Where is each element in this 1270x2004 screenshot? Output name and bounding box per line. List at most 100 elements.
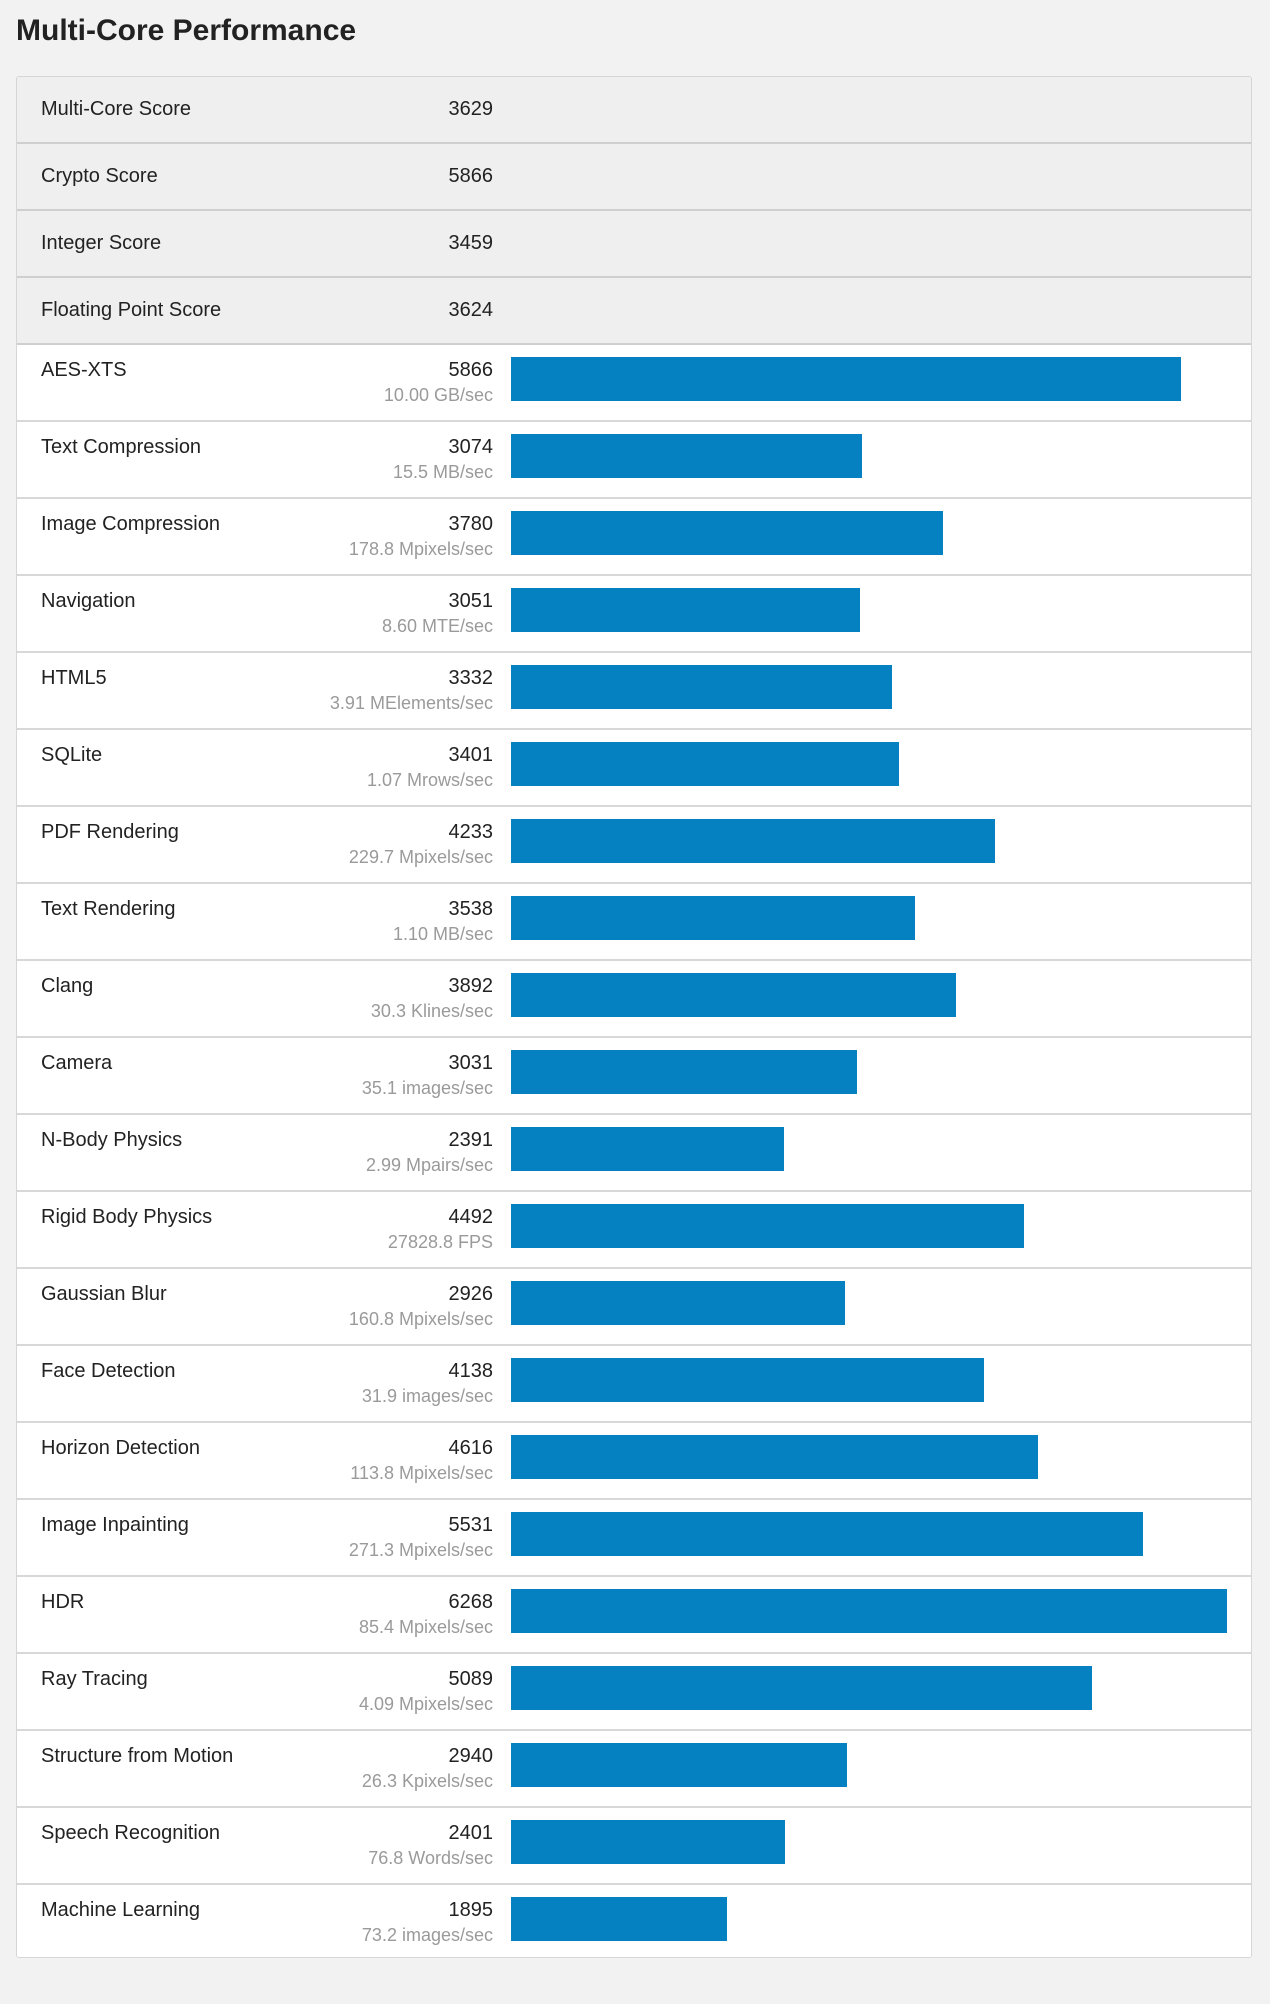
benchmark-throughput: 229.7 Mpixels/sec: [348, 847, 493, 867]
benchmark-score: 1895: [448, 1899, 494, 1921]
summary-value: 3629: [448, 98, 494, 120]
benchmark-score: 3074: [448, 436, 494, 458]
benchmark-score: 3401: [448, 744, 494, 766]
benchmark-throughput: 2.99 Mpairs/sec: [365, 1155, 493, 1175]
benchmark-row: Clang 3892 30.3 Klines/sec: [17, 961, 1251, 1038]
benchmark-row: Rigid Body Physics 4492 27828.8 FPS: [17, 1192, 1251, 1269]
page-title: Multi-Core Performance: [16, 14, 357, 47]
summary-label: Floating Point Score: [41, 299, 222, 321]
benchmark-label: Face Detection: [41, 1360, 176, 1382]
benchmark-bar: [511, 1358, 984, 1402]
summary-value: 3459: [448, 232, 494, 254]
benchmark-row: Structure from Motion 2940 26.3 Kpixels/se…: [17, 1731, 1251, 1808]
benchmark-score: 3031: [448, 1052, 494, 1074]
summary-value: 5866: [448, 165, 494, 187]
benchmark-bar: [511, 1435, 1038, 1479]
benchmark-score: 3892: [448, 975, 494, 997]
benchmark-score: 4138: [448, 1360, 494, 1382]
benchmark-label: Text Compression: [41, 436, 202, 458]
benchmark-bar: [511, 742, 899, 786]
benchmark-bar: [511, 819, 995, 863]
benchmark-label: Gaussian Blur: [41, 1283, 167, 1305]
benchmark-row: Camera 3031 35.1 images/sec: [17, 1038, 1251, 1115]
summary-row-integer: Integer Score 3459: [17, 211, 1251, 278]
benchmark-label: Machine Learning: [41, 1899, 200, 1921]
benchmark-row: AES-XTS 5866 10.00 GB/sec: [17, 345, 1251, 422]
benchmark-bar: [511, 1666, 1092, 1710]
benchmark-throughput: 26.3 Kpixels/sec: [361, 1771, 493, 1791]
benchmark-throughput: 160.8 Mpixels/sec: [348, 1309, 493, 1329]
benchmark-bar: [511, 511, 943, 555]
benchmark-label: Image Compression: [41, 513, 220, 535]
benchmark-bar: [511, 1589, 1227, 1633]
benchmark-score: 2401: [448, 1822, 494, 1844]
benchmark-score: 3538: [448, 898, 494, 920]
benchmark-row: Text Rendering 3538 1.10 MB/sec: [17, 884, 1251, 961]
benchmark-score: 2926: [448, 1283, 494, 1305]
benchmark-score: 5089: [448, 1668, 494, 1690]
summary-row-crypto: Crypto Score 5866: [17, 144, 1251, 211]
benchmark-score: 5866: [448, 359, 494, 381]
benchmark-row: Image Inpainting 5531 271.3 Mpixels/sec: [17, 1500, 1251, 1577]
benchmark-label: Image Inpainting: [41, 1514, 189, 1536]
benchmark-score: 5531: [448, 1514, 494, 1536]
benchmark-score: 4616: [448, 1437, 494, 1459]
benchmark-bar: [511, 357, 1181, 401]
benchmark-bar: [511, 896, 915, 940]
benchmark-score: 2391: [448, 1129, 494, 1151]
benchmark-label: Speech Recognition: [41, 1822, 221, 1844]
benchmark-row: Text Compression 3074 15.5 MB/sec: [17, 422, 1251, 499]
summary-label: Integer Score: [41, 232, 162, 254]
benchmark-row: HTML5 3332 3.91 MElements/sec: [17, 653, 1251, 730]
benchmark-row: Image Compression 3780 178.8 Mpixels/sec: [17, 499, 1251, 576]
benchmark-label: Horizon Detection: [41, 1437, 200, 1459]
benchmark-label: Ray Tracing: [41, 1668, 148, 1690]
benchmark-throughput: 113.8 Mpixels/sec: [350, 1463, 493, 1483]
benchmark-label: PDF Rendering: [41, 821, 179, 843]
benchmark-score: 4233: [448, 821, 494, 843]
results-panel: Multi-Core Score 3629 Crypto Score 5866 …: [16, 76, 1252, 1958]
benchmark-bar: [511, 434, 862, 478]
summary-row-multi-core: Multi-Core Score 3629: [17, 77, 1251, 144]
benchmark-score: 4492: [448, 1206, 494, 1228]
benchmark-bar: [511, 973, 956, 1017]
benchmark-score: 6268: [448, 1591, 494, 1613]
benchmark-bar: [511, 1050, 857, 1094]
benchmark-bar: [511, 588, 860, 632]
benchmark-row: Gaussian Blur 2926 160.8 Mpixels/sec: [17, 1269, 1251, 1346]
benchmark-throughput: 8.60 MTE/sec: [381, 616, 493, 636]
benchmark-row: N-Body Physics 2391 2.99 Mpairs/sec: [17, 1115, 1251, 1192]
benchmark-score: 3051: [448, 590, 494, 612]
summary-label: Crypto Score: [41, 165, 158, 187]
benchmark-throughput: 15.5 MB/sec: [392, 462, 493, 482]
benchmark-throughput: 271.3 Mpixels/sec: [348, 1540, 493, 1560]
benchmark-label: Navigation: [41, 590, 136, 612]
benchmark-label: Clang: [41, 975, 94, 997]
benchmark-label: HDR: [41, 1591, 85, 1613]
benchmark-label: AES-XTS: [41, 359, 127, 381]
summary-value: 3624: [448, 299, 494, 321]
benchmark-throughput: 4.09 Mpixels/sec: [358, 1694, 493, 1714]
summary-label: Multi-Core Score: [41, 98, 192, 120]
benchmark-row: Machine Learning 1895 73.2 images/sec: [17, 1885, 1251, 1957]
benchmark-row: Ray Tracing 5089 4.09 Mpixels/sec: [17, 1654, 1251, 1731]
benchmark-throughput: 73.2 images/sec: [361, 1925, 493, 1945]
benchmark-bar: [511, 1204, 1024, 1248]
benchmark-row: PDF Rendering 4233 229.7 Mpixels/sec: [17, 807, 1251, 884]
benchmark-throughput: 178.8 Mpixels/sec: [348, 539, 493, 559]
benchmark-row: Horizon Detection 4616 113.8 Mpixels/sec: [17, 1423, 1251, 1500]
benchmark-bar: [511, 1512, 1143, 1556]
benchmark-bar: [511, 1743, 847, 1787]
benchmark-throughput: 1.10 MB/sec: [392, 924, 493, 944]
benchmark-row: Face Detection 4138 31.9 images/sec: [17, 1346, 1251, 1423]
benchmark-label: Structure from Motion: [41, 1745, 234, 1767]
benchmark-row: Speech Recognition 2401 76.8 Words/sec: [17, 1808, 1251, 1885]
benchmark-bar: [511, 1127, 784, 1171]
benchmark-label: HTML5: [41, 667, 107, 689]
benchmark-throughput: 3.91 MElements/sec: [329, 693, 493, 713]
benchmark-throughput: 10.00 GB/sec: [383, 385, 493, 405]
benchmark-bar: [511, 1281, 845, 1325]
benchmark-score: 2940: [448, 1745, 494, 1767]
benchmark-throughput: 35.1 images/sec: [361, 1078, 493, 1098]
benchmark-throughput: 31.9 images/sec: [361, 1386, 493, 1406]
